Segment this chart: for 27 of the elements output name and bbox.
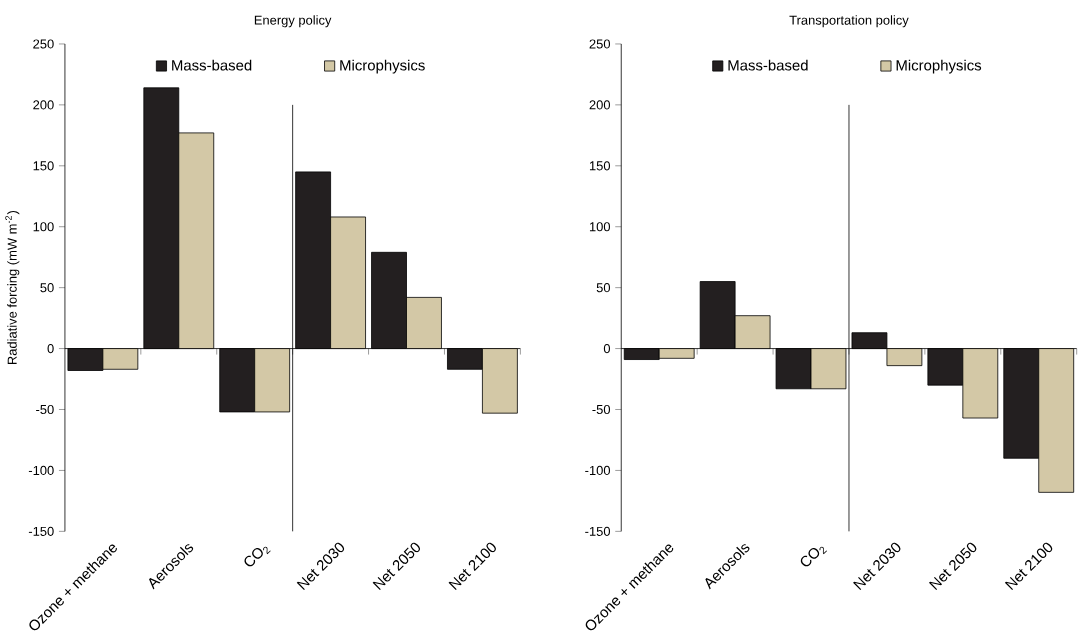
y-tick-label: -150 <box>28 526 54 536</box>
y-tick-label: 250 <box>33 39 54 49</box>
legend-label: Mass-based <box>172 59 252 71</box>
y-tick-label: 100 <box>33 222 54 232</box>
chart-title: Transportation policy <box>789 15 909 28</box>
x-tick-label: CO$_{2}$ <box>244 546 271 567</box>
x-tick-label: CO$_{2}$ <box>800 546 828 567</box>
y-tick-label: -50 <box>36 404 54 414</box>
y-tick-label: -100 <box>585 465 611 475</box>
y-tick-label: 50 <box>40 282 54 293</box>
y-tick-label: -150 <box>585 526 611 536</box>
y-axis-title: Radiative forcing (mW m$^{-2}$) <box>5 210 20 364</box>
legend-label: Microphysics <box>896 59 982 74</box>
y-tick-label: -100 <box>28 465 54 475</box>
y-tick-label: 150 <box>33 161 54 171</box>
y-tick-label: 250 <box>589 39 611 49</box>
y-tick-label: 200 <box>33 100 54 110</box>
legend-label: Mass-based <box>728 59 808 71</box>
y-tick-label: 150 <box>589 161 611 171</box>
y-tick-label: 100 <box>589 222 611 232</box>
chart-title: Energy policy <box>254 15 332 28</box>
y-tick-label: -50 <box>592 404 611 414</box>
y-tick-label: 200 <box>589 100 611 110</box>
y-tick-label: 50 <box>596 282 611 293</box>
y-tick-label: 0 <box>603 343 611 354</box>
y-tick-label: 0 <box>47 343 54 354</box>
legend-label: Microphysics <box>340 59 425 74</box>
